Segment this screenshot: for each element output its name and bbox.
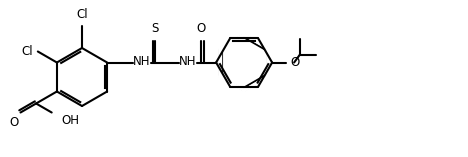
Text: Cl: Cl <box>76 8 88 21</box>
Text: NH: NH <box>133 55 151 68</box>
Text: O: O <box>9 116 19 130</box>
Text: OH: OH <box>62 114 80 127</box>
Text: S: S <box>152 22 159 35</box>
Text: O: O <box>197 22 206 35</box>
Text: Cl: Cl <box>21 45 33 58</box>
Text: NH: NH <box>179 55 197 68</box>
Text: O: O <box>290 56 300 69</box>
